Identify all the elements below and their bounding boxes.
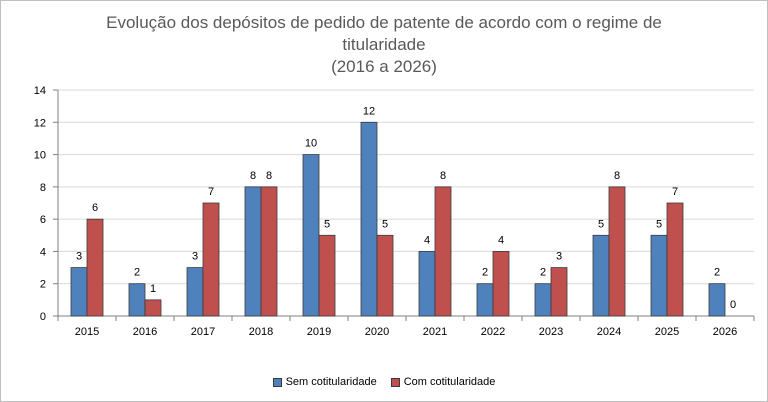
bar-sem-2022 [476, 283, 494, 317]
data-label-com-2017: 7 [208, 186, 214, 198]
x-tick-label-2023: 2023 [539, 326, 563, 338]
y-tick-label-2: 2 [40, 279, 46, 291]
y-tick-label-4: 4 [40, 246, 46, 258]
bar-sem-2017 [186, 267, 204, 317]
x-tick-label-2017: 2017 [191, 326, 215, 338]
bar-sem-2019 [302, 154, 320, 317]
y-tick-label-14: 14 [34, 85, 46, 97]
bar-com-2018 [260, 186, 278, 317]
bar-sem-2021 [418, 251, 436, 317]
data-label-sem-2025: 5 [656, 218, 662, 230]
x-tick-label-2020: 2020 [365, 326, 389, 338]
bar-com-2022 [492, 251, 510, 317]
chart-title-line-1: Evolução dos depósitos de pedido de pate… [106, 13, 662, 32]
x-tick-label-2022: 2022 [481, 326, 505, 338]
data-label-com-2024: 8 [614, 170, 620, 182]
data-label-com-2025: 7 [672, 186, 678, 198]
data-label-sem-2021: 4 [424, 234, 430, 246]
data-label-com-2022: 4 [498, 234, 504, 246]
x-tick-label-2021: 2021 [423, 326, 447, 338]
x-tick-label-2025: 2025 [655, 326, 679, 338]
x-tick-label-2024: 2024 [597, 326, 621, 338]
data-label-com-2023: 3 [556, 251, 562, 263]
y-tick-label-10: 10 [34, 150, 46, 162]
x-tick-label-2019: 2019 [307, 326, 331, 338]
data-label-sem-2017: 3 [192, 251, 198, 263]
data-label-sem-2023: 2 [540, 267, 546, 279]
chart-legend: Sem cotitularidade Com cotitularidade [0, 376, 768, 388]
bar-sem-2026 [708, 283, 726, 317]
bar-com-2025 [666, 202, 684, 317]
x-tick-label-2016: 2016 [133, 326, 157, 338]
chart-title: Evolução dos depósitos de pedido de pate… [0, 12, 768, 78]
chart-title-line-3: (2016 a 2026) [331, 57, 437, 76]
legend-label-com: Com cotitularidade [403, 376, 496, 388]
data-label-sem-2026: 2 [714, 267, 720, 279]
legend-swatch-sem [272, 377, 282, 387]
data-label-com-2018: 8 [266, 170, 272, 182]
data-label-sem-2019: 10 [305, 138, 317, 150]
bar-sem-2015 [70, 267, 88, 317]
bar-com-2021 [434, 186, 452, 317]
bar-com-2017 [202, 202, 220, 317]
x-tick-label-2015: 2015 [75, 326, 99, 338]
data-label-com-2016: 1 [150, 283, 156, 295]
data-label-sem-2022: 2 [482, 267, 488, 279]
bar-sem-2025 [650, 234, 668, 317]
y-tick-label-8: 8 [40, 182, 46, 194]
bar-com-2024 [608, 186, 626, 317]
data-label-com-2020: 5 [382, 218, 388, 230]
bar-sem-2020 [360, 121, 378, 317]
data-label-sem-2018: 8 [250, 170, 256, 182]
data-label-com-2019: 5 [324, 218, 330, 230]
data-label-com-2026: 0 [730, 299, 736, 311]
legend-swatch-com [390, 377, 400, 387]
bar-com-2023 [550, 267, 568, 317]
legend-label-sem: Sem cotitularidade [285, 376, 377, 388]
data-label-sem-2024: 5 [598, 218, 604, 230]
data-label-sem-2015: 3 [76, 251, 82, 263]
legend-item-com: Com cotitularidade [390, 376, 496, 388]
y-tick-label-0: 0 [40, 311, 46, 323]
bar-sem-2023 [534, 283, 552, 317]
bar-sem-2024 [592, 234, 610, 317]
legend-item-sem: Sem cotitularidade [272, 376, 377, 388]
bar-sem-2016 [128, 283, 146, 317]
data-label-sem-2020: 12 [363, 105, 375, 117]
data-label-com-2015: 6 [92, 202, 98, 214]
data-label-sem-2016: 2 [134, 267, 140, 279]
bar-com-2019 [318, 234, 336, 317]
y-tick-label-6: 6 [40, 214, 46, 226]
x-tick-label-2026: 2026 [713, 326, 737, 338]
x-tick-label-2018: 2018 [249, 326, 273, 338]
data-label-com-2021: 8 [440, 170, 446, 182]
bar-sem-2018 [244, 186, 262, 317]
bar-com-2020 [376, 234, 394, 317]
bar-com-2015 [86, 218, 104, 317]
y-tick-label-12: 12 [34, 117, 46, 129]
bar-com-2016 [144, 299, 162, 317]
chart-title-line-2: titularidade [342, 35, 426, 54]
